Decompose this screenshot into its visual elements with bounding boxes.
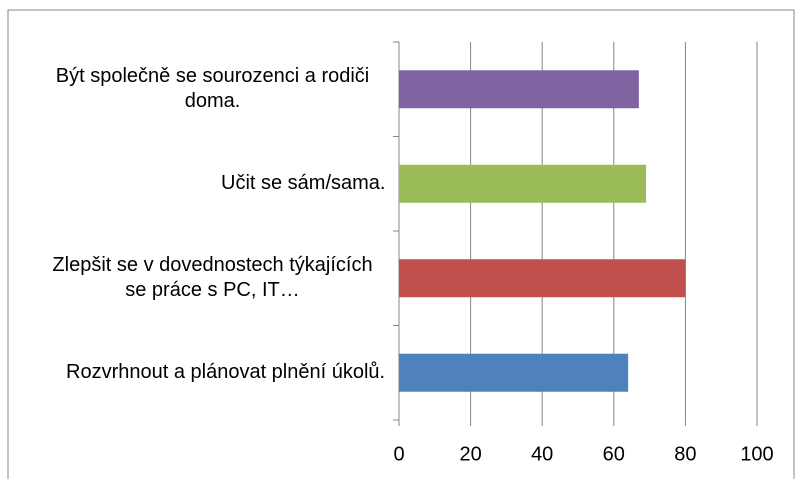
bar [399,353,629,392]
x-tick-label: 0 [393,443,404,465]
y-tick-label: Rozvrhnout a plánovat plnění úkolů. [66,361,386,384]
y-tick-label: Být společně se sourozenci a rodiči doma… [55,65,370,113]
x-tick-label: 60 [603,443,625,465]
x-tick-label: 20 [459,443,481,465]
y-tick-label: Učit se sám/sama. [221,172,386,195]
x-tick-label: 80 [674,443,696,465]
bar [399,70,639,109]
y-tick-label: Zlepšit se v dovednostech týkajících se … [52,254,373,302]
bar [399,259,686,298]
x-tick-label: 40 [531,443,553,465]
bar [399,164,647,203]
chart-border [7,9,795,479]
x-tick-label: 100 [740,443,773,465]
